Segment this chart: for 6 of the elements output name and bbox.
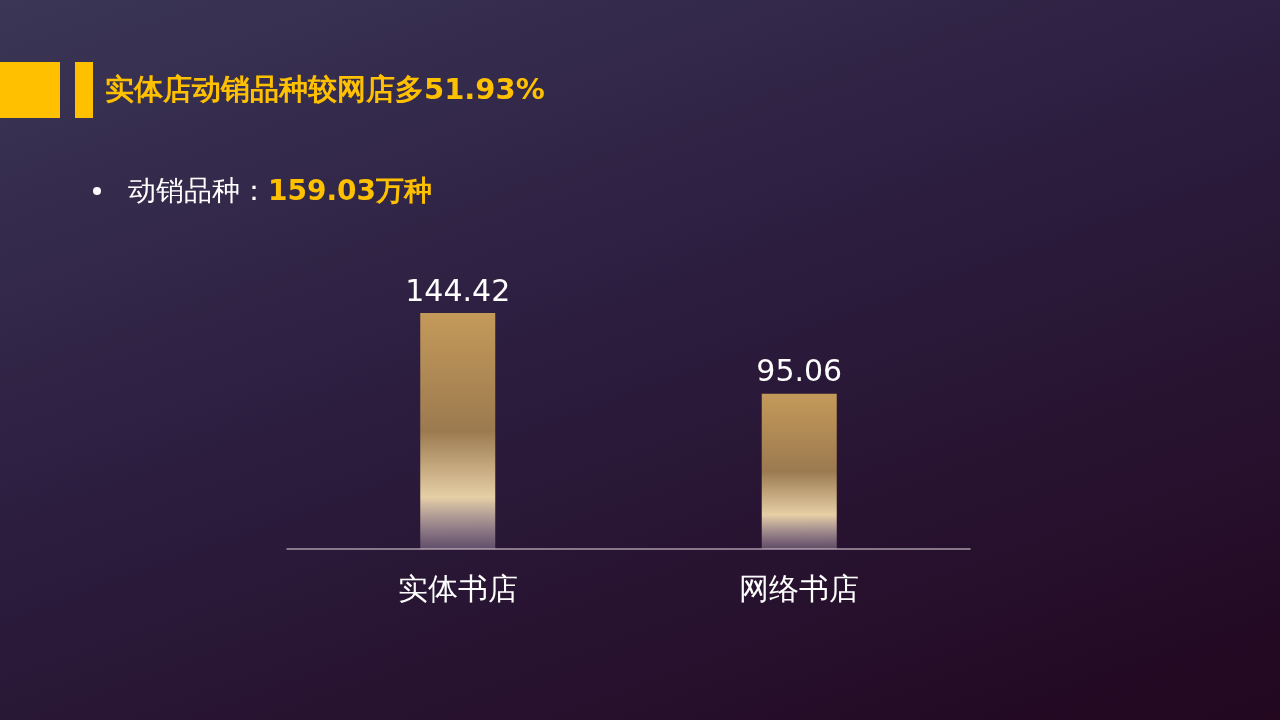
data-label: 144.42	[405, 272, 511, 308]
chart-subtitle: 动销品种：159.03万种	[128, 173, 433, 209]
x-tick-label: 实体书店	[397, 570, 518, 606]
x-tick-label: 网络书店	[739, 570, 860, 606]
chart-title: 实体店动销品种较网店多51.93%	[105, 71, 545, 108]
data-label: 95.06	[756, 353, 843, 389]
